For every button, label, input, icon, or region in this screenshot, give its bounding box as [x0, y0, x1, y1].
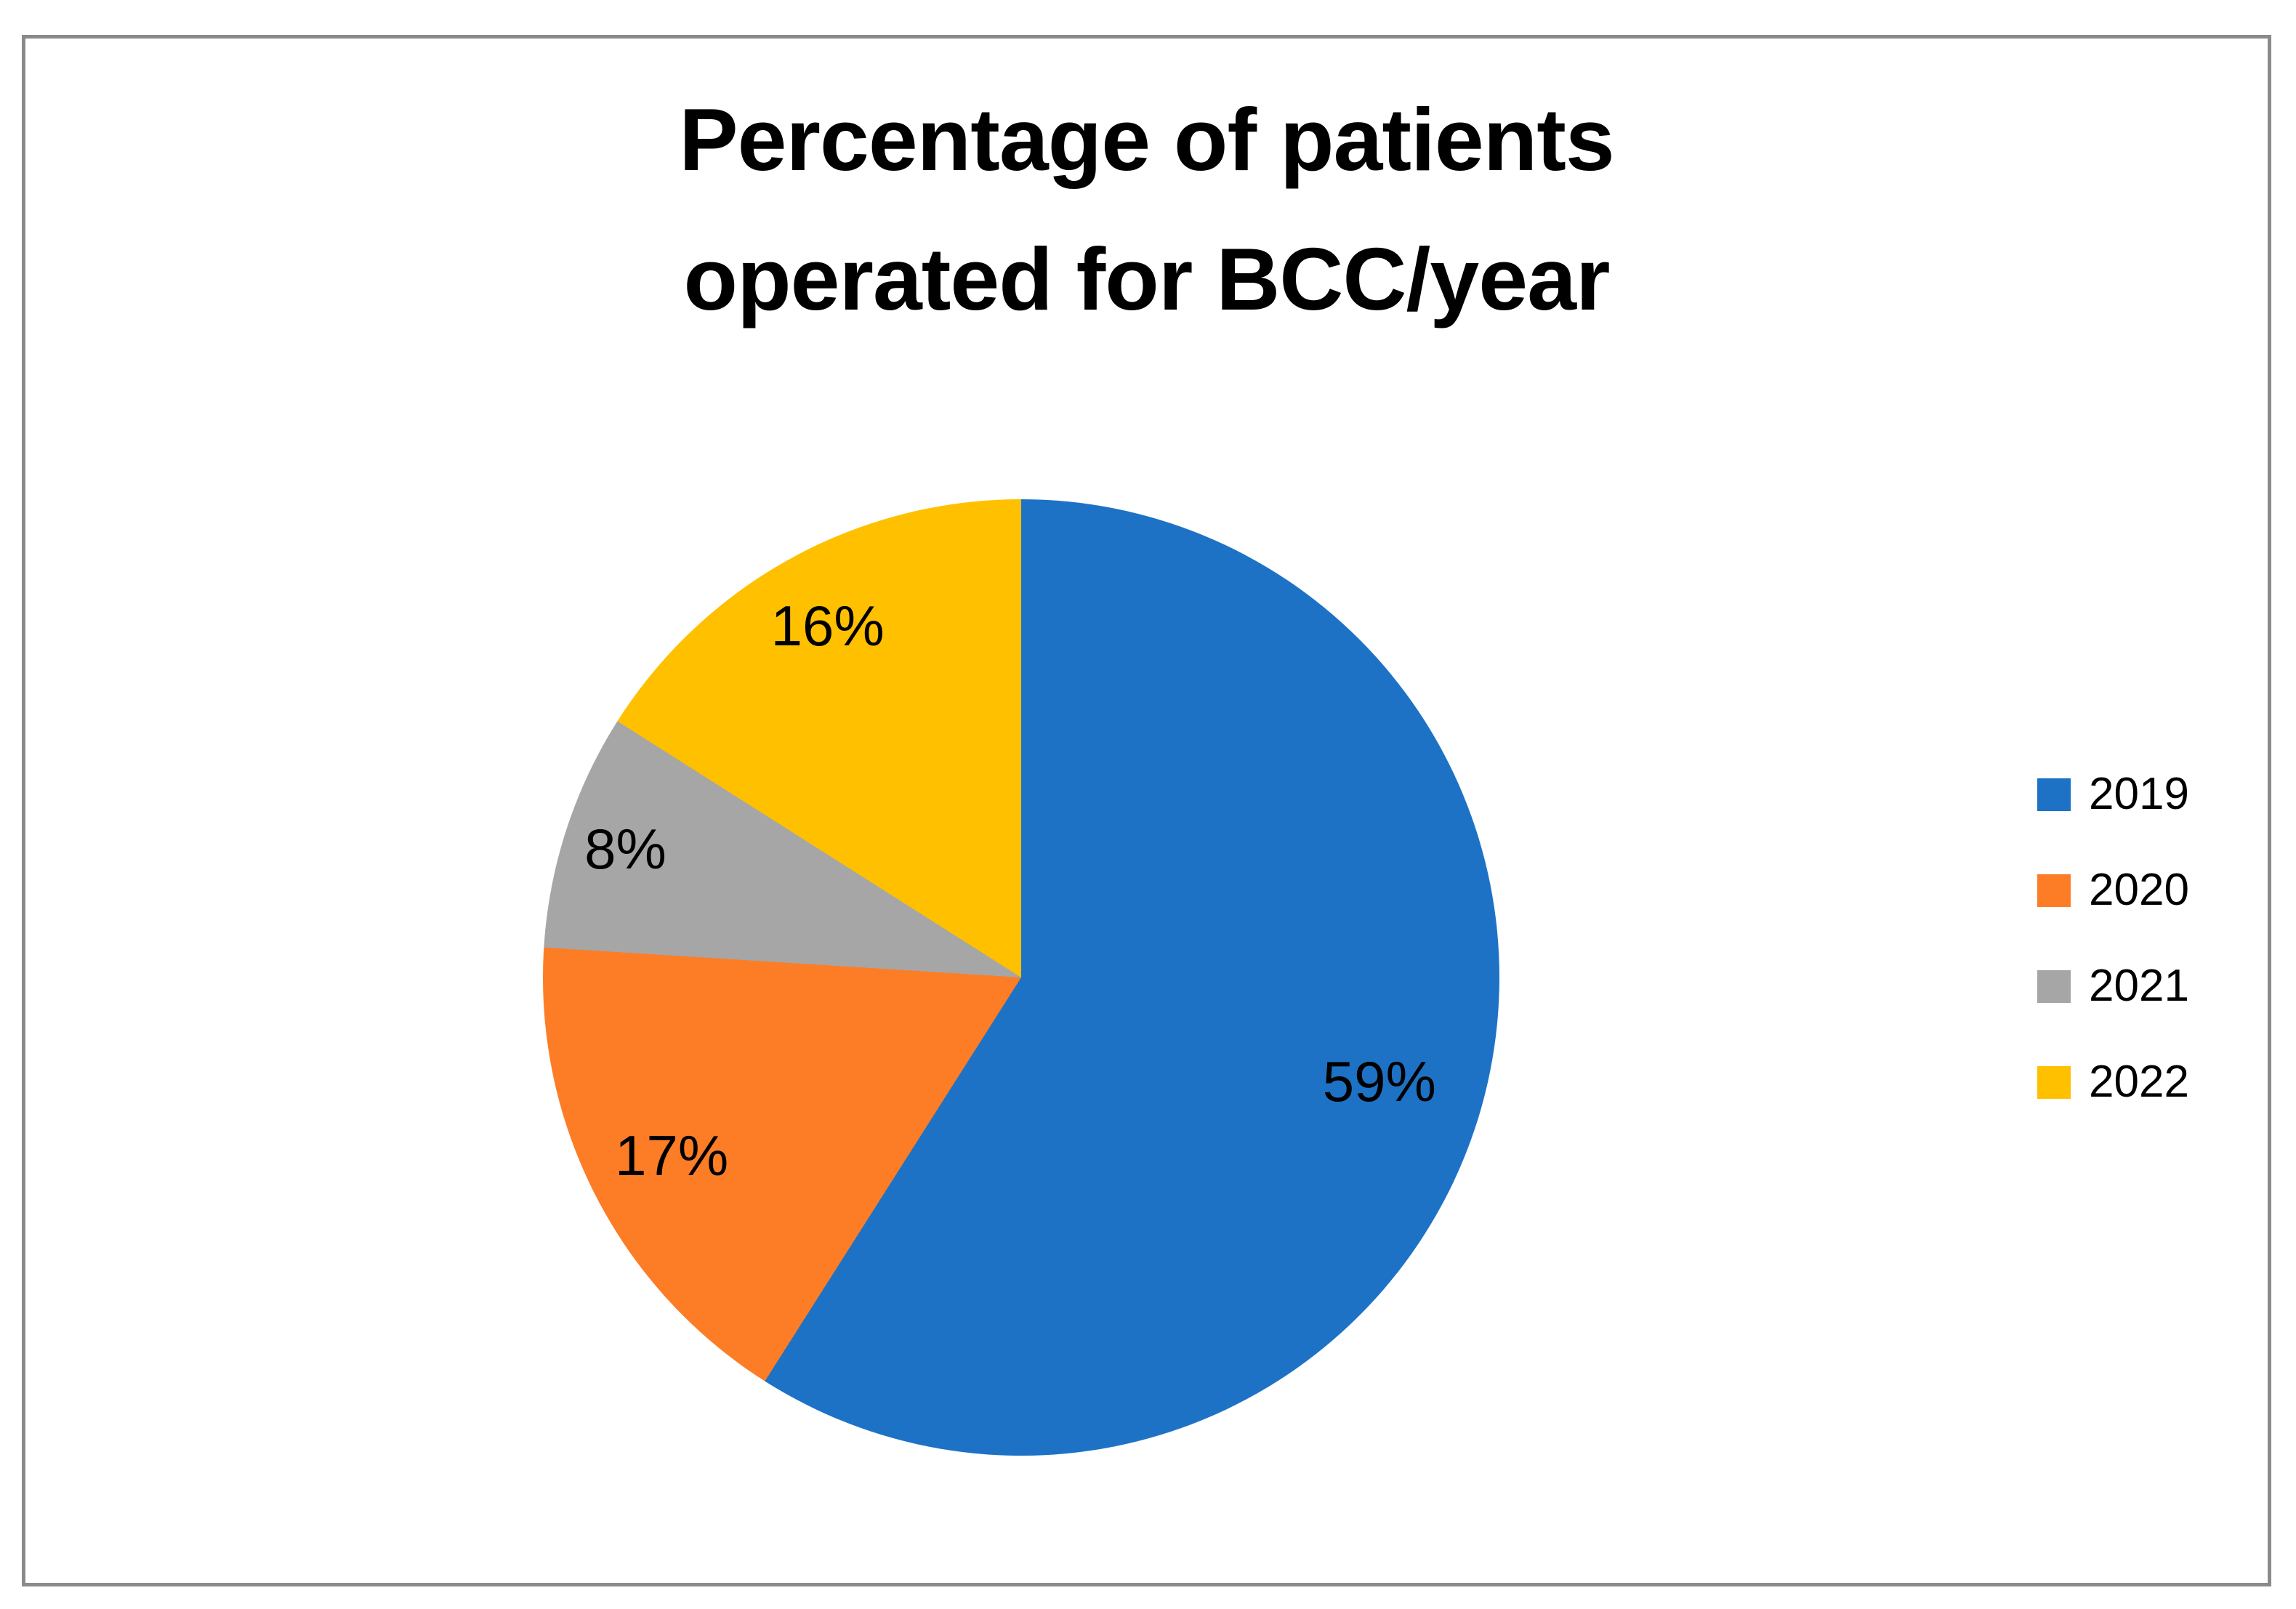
slice-label-2019: 59% [1322, 1049, 1436, 1114]
chart-title-line-1: Percentage of patients [679, 90, 1614, 189]
legend-swatch-2021-icon [2037, 969, 2071, 1003]
legend-item-2020: 2020 [2037, 868, 2189, 913]
legend-item-2022: 2022 [2037, 1060, 2189, 1105]
legend-swatch-2020-icon [2037, 874, 2071, 907]
legend-label-2022: 2022 [2089, 1057, 2189, 1107]
legend: 2019 2020 2021 2022 [2037, 772, 2189, 1105]
pie-chart [543, 499, 1499, 1456]
slice-label-2020: 17% [615, 1123, 729, 1187]
legend-label-2020: 2020 [2089, 865, 2189, 915]
slice-label-2022: 16% [770, 593, 885, 658]
legend-label-2021: 2021 [2089, 961, 2189, 1011]
legend-item-2021: 2021 [2037, 964, 2189, 1009]
legend-swatch-2022-icon [2037, 1065, 2071, 1099]
legend-label-2019: 2019 [2089, 769, 2189, 819]
slice-label-2021: 8% [584, 817, 666, 882]
chart-title-line-2: operated for BCC/year [683, 230, 1611, 328]
legend-swatch-2019-icon [2037, 778, 2071, 811]
legend-item-2019: 2019 [2037, 772, 2189, 817]
chart-title: Percentage of patients operated for BCC/… [22, 70, 2271, 349]
